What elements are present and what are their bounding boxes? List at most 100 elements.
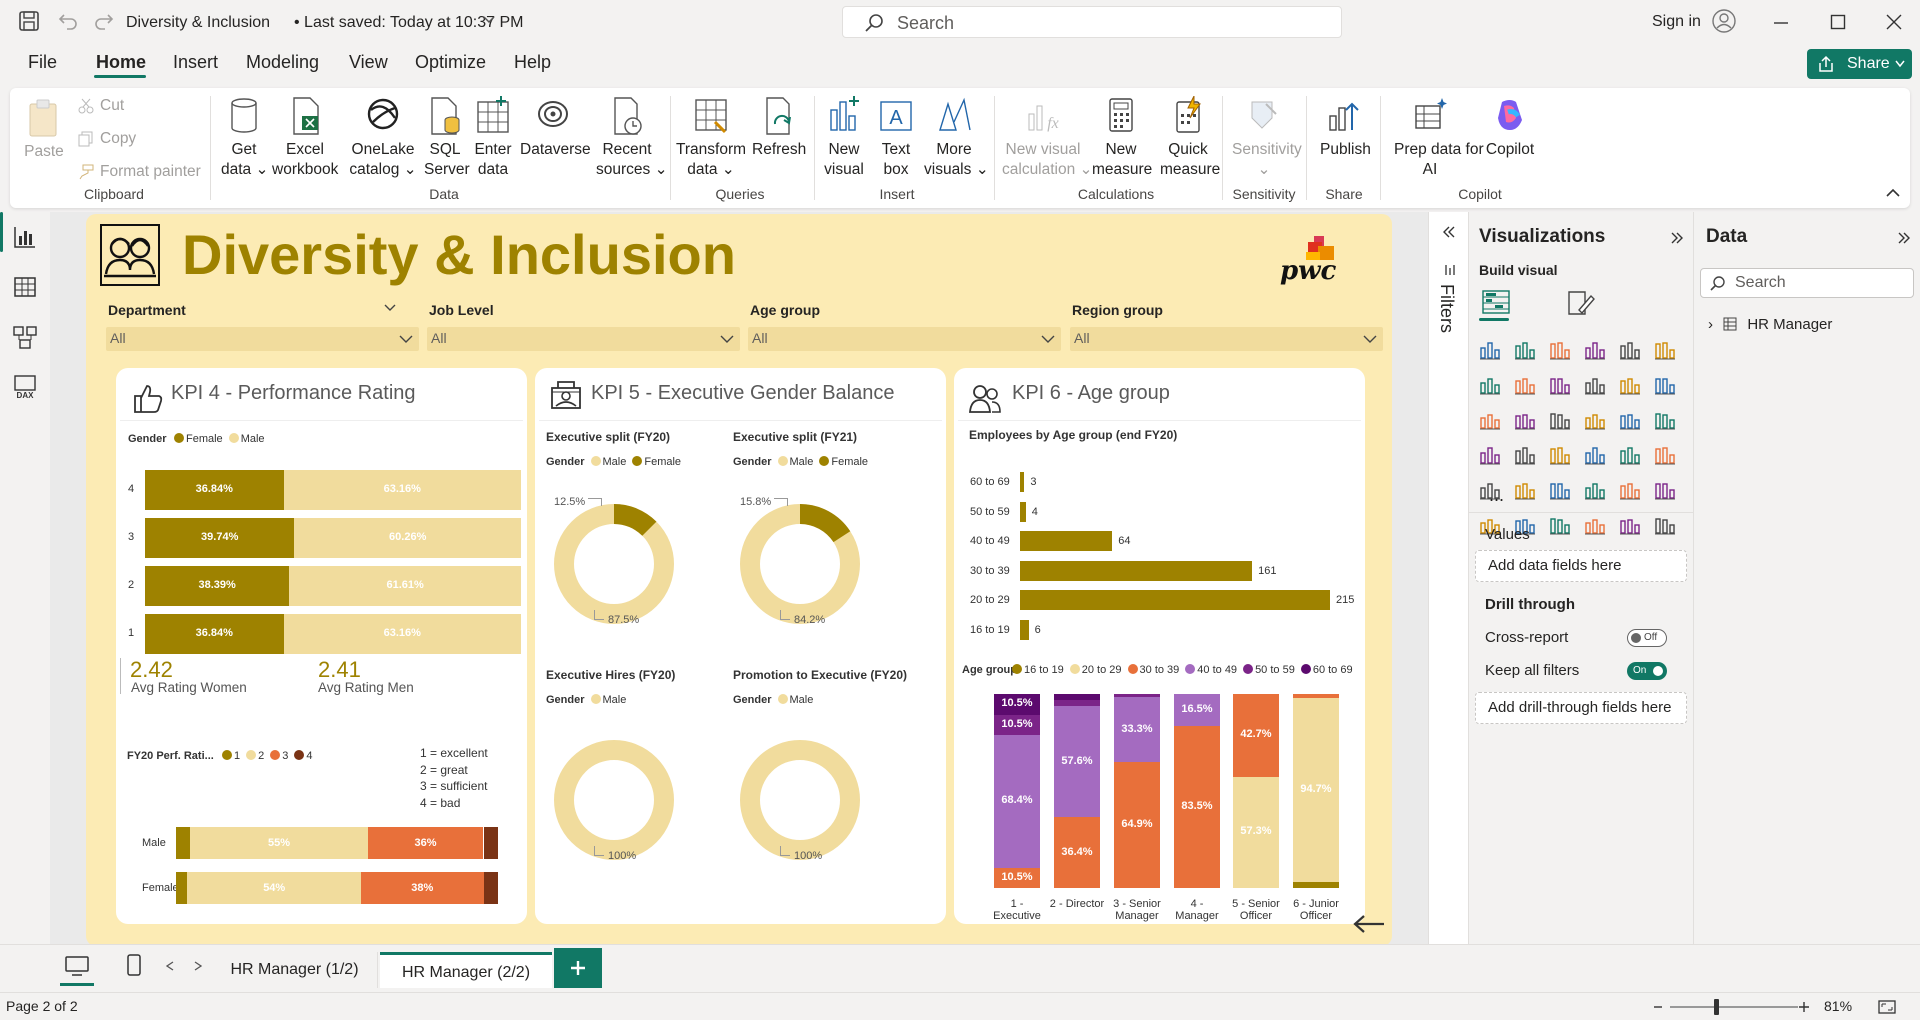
visual-type-icon[interactable] bbox=[1479, 443, 1501, 465]
stack-segment[interactable] bbox=[1174, 726, 1220, 888]
stack-segment[interactable] bbox=[994, 734, 1040, 868]
new-visual-button[interactable]: New visual bbox=[824, 96, 864, 180]
visual-type-icon[interactable] bbox=[1479, 513, 1501, 535]
stack-segment[interactable] bbox=[1054, 705, 1100, 818]
format-visual-icon[interactable] bbox=[1565, 288, 1595, 318]
zoom-slider-thumb[interactable] bbox=[1714, 999, 1719, 1015]
visual-type-icon[interactable] bbox=[1619, 338, 1641, 360]
table-hr-manager[interactable]: › HR Manager bbox=[1708, 316, 1832, 333]
mobile-layout-icon[interactable] bbox=[126, 953, 142, 977]
visual-type-icon[interactable] bbox=[1654, 338, 1676, 360]
perf-seg-4[interactable] bbox=[483, 827, 498, 859]
donut-chart[interactable] bbox=[730, 730, 870, 870]
visual-type-icon[interactable] bbox=[1619, 408, 1641, 430]
onelake-catalog-button[interactable]: OneLake catalog ⌄ bbox=[348, 96, 418, 180]
visual-type-icon[interactable] bbox=[1549, 408, 1571, 430]
tab-hr-manager-2[interactable]: HR Manager (2/2) bbox=[380, 952, 552, 988]
visual-type-icon[interactable] bbox=[1654, 408, 1676, 430]
visual-type-icon[interactable] bbox=[1654, 513, 1676, 535]
age-bar[interactable] bbox=[1020, 472, 1025, 492]
keep-all-filters-toggle[interactable]: On bbox=[1627, 662, 1667, 680]
slicer-age-group[interactable]: All bbox=[748, 327, 1061, 351]
visual-type-icon[interactable] bbox=[1619, 513, 1641, 535]
collapse-right-icon[interactable] bbox=[1898, 232, 1910, 244]
stack-segment[interactable] bbox=[1293, 694, 1339, 698]
male-bar[interactable] bbox=[294, 518, 521, 558]
visual-type-icon[interactable] bbox=[1584, 443, 1606, 465]
female-bar[interactable] bbox=[145, 470, 284, 510]
collapse-ribbon-icon[interactable] bbox=[1886, 188, 1900, 198]
undo-icon[interactable] bbox=[58, 11, 78, 31]
sensitivity-button[interactable]: Sensitivity ⌄ bbox=[1232, 96, 1302, 180]
zoom-slider[interactable] bbox=[1670, 1006, 1798, 1008]
stack-segment[interactable] bbox=[1114, 694, 1160, 698]
data-search-input[interactable]: Search bbox=[1700, 268, 1914, 298]
values-drop-zone[interactable]: Add data fields here bbox=[1475, 550, 1687, 582]
visual-type-icon[interactable] bbox=[1619, 478, 1641, 500]
perf-seg-3[interactable] bbox=[367, 827, 484, 859]
prep-data-for-ai-button[interactable]: Prep data for AI bbox=[1394, 96, 1484, 180]
publish-button[interactable]: Publish bbox=[1320, 96, 1371, 160]
drill-through-drop-zone[interactable]: Add drill-through fields here bbox=[1475, 692, 1687, 724]
report-view-icon[interactable] bbox=[12, 224, 38, 250]
redo-icon[interactable] bbox=[94, 11, 114, 31]
more-visuals-button[interactable]: More visuals ⌄ bbox=[924, 96, 989, 180]
donut-female-slice[interactable] bbox=[799, 504, 851, 543]
menu-optimize[interactable]: Optimize bbox=[415, 52, 487, 72]
donut-male-slice[interactable] bbox=[554, 740, 674, 860]
copy-button[interactable]: Copy bbox=[76, 129, 136, 149]
stack-segment[interactable] bbox=[994, 694, 1040, 715]
visual-type-icon[interactable] bbox=[1584, 513, 1606, 535]
account-icon[interactable] bbox=[1712, 9, 1736, 33]
visual-type-icon[interactable] bbox=[1514, 443, 1536, 465]
collapse-right-icon[interactable] bbox=[1671, 232, 1683, 244]
recent-sources-button[interactable]: Recent sources ⌄ bbox=[596, 96, 668, 180]
transform-data-button[interactable]: Transform data ⌄ bbox=[674, 96, 748, 180]
chevron-down-icon[interactable] bbox=[384, 304, 396, 312]
donut-female-slice[interactable] bbox=[613, 504, 657, 537]
stack-segment[interactable] bbox=[994, 714, 1040, 735]
visual-type-icon[interactable] bbox=[1584, 373, 1606, 395]
age-bar[interactable] bbox=[1020, 501, 1026, 522]
menu-home[interactable]: Home bbox=[96, 52, 147, 72]
get-data-button[interactable]: Get data ⌄ bbox=[221, 96, 268, 180]
sql-server-button[interactable]: SQL Server bbox=[424, 96, 470, 180]
male-bar[interactable] bbox=[283, 470, 521, 510]
close-icon[interactable] bbox=[1886, 14, 1902, 30]
visual-type-icon[interactable] bbox=[1654, 373, 1676, 395]
age-bar[interactable] bbox=[1020, 619, 1029, 640]
visual-type-icon[interactable] bbox=[1584, 478, 1606, 500]
stack-segment[interactable] bbox=[1233, 694, 1279, 777]
zoom-in-icon[interactable] bbox=[1798, 1001, 1810, 1013]
filters-label[interactable]: Filters bbox=[1437, 284, 1457, 333]
enter-data-button[interactable]: Enter data bbox=[472, 96, 514, 180]
female-bar[interactable] bbox=[145, 566, 290, 606]
add-page-button[interactable] bbox=[554, 948, 602, 988]
stack-segment[interactable] bbox=[1054, 817, 1100, 888]
visual-type-icon[interactable] bbox=[1514, 478, 1536, 500]
age-bar[interactable] bbox=[1020, 531, 1113, 551]
visual-type-icon[interactable] bbox=[1514, 373, 1536, 395]
donut-male-slice[interactable] bbox=[740, 740, 860, 860]
build-visual-icon[interactable] bbox=[1481, 288, 1511, 318]
visual-type-icon[interactable] bbox=[1619, 443, 1641, 465]
visual-type-icon[interactable] bbox=[1584, 338, 1606, 360]
stack-segment[interactable] bbox=[1114, 762, 1160, 888]
chevron-down-icon[interactable] bbox=[483, 15, 495, 25]
stack-segment[interactable] bbox=[1293, 881, 1339, 888]
fit-to-page-icon[interactable] bbox=[1878, 1000, 1896, 1014]
more-visuals-ellipsis[interactable]: ... bbox=[1489, 485, 1505, 505]
slicer-job-level[interactable]: All bbox=[427, 327, 740, 351]
stack-segment[interactable] bbox=[1054, 694, 1100, 700]
sign-in-link[interactable]: Sign in bbox=[1652, 13, 1701, 30]
visual-type-icon[interactable] bbox=[1549, 338, 1571, 360]
male-bar[interactable] bbox=[283, 614, 521, 654]
prev-page-icon[interactable] bbox=[166, 961, 174, 971]
cut-button[interactable]: Cut bbox=[76, 96, 124, 116]
zoom-out-icon[interactable] bbox=[1653, 1005, 1663, 1009]
stack-segment[interactable] bbox=[1233, 776, 1279, 888]
copilot-button[interactable]: Copilot bbox=[1480, 96, 1540, 160]
female-bar[interactable] bbox=[145, 614, 284, 654]
excel-workbook-button[interactable]: Excel workbook bbox=[272, 96, 338, 180]
menu-view[interactable]: View bbox=[349, 52, 388, 72]
